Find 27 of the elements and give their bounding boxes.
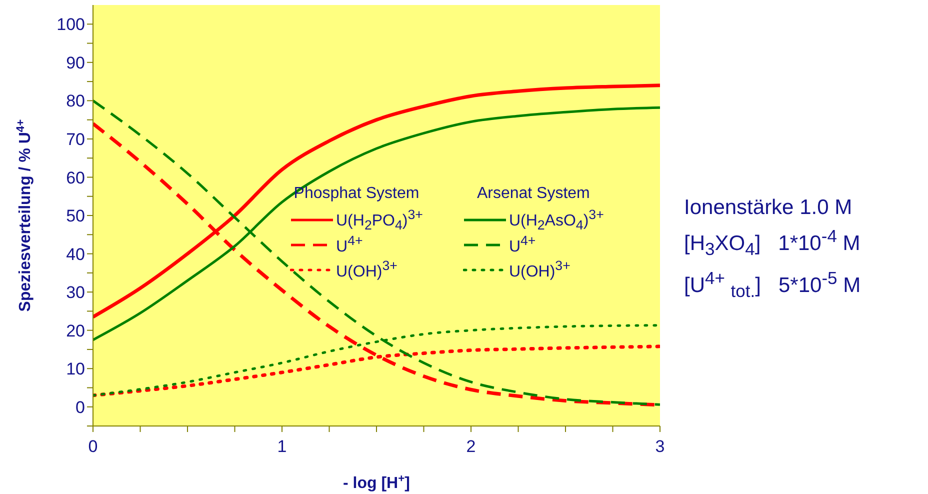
text: [U$^{4+}$ $_{tot.}$] 5*10$^{-5}$ M — [684, 267, 861, 304]
x-tick-label: 3 — [655, 437, 665, 456]
legend-label: U(H$_{2}$PO$_{4}$)$^{3+}$ — [336, 206, 423, 232]
y-tick-label: 30 — [66, 283, 85, 302]
legend-label: U$^{4+}$ — [336, 232, 363, 256]
annotation: Arsenat System — [476, 185, 591, 203]
legend-label: U(OH)$^{3+}$ — [336, 258, 398, 282]
y-tick-label: 90 — [66, 53, 85, 72]
text: Ionenstärke 1.0 M — [684, 195, 854, 221]
y-tick-label: 80 — [66, 92, 85, 111]
x-tick-label: 0 — [88, 437, 98, 456]
legend-label: U(H$_{2}$AsO$_{4}$)$^{3+}$ — [508, 206, 604, 232]
x-axis-title: - log [H$^{+}$] — [343, 473, 410, 492]
y-tick-label: 70 — [66, 130, 85, 149]
y-tick-label: 20 — [66, 321, 85, 340]
text: [H$_{3}$XO$_{4}$] 1*10$^{-4}$ M — [684, 225, 861, 262]
y-tick-label: 10 — [66, 360, 85, 379]
legend-label: U$^{4+}$ — [508, 232, 536, 256]
annotation: Phosphat System — [292, 185, 420, 203]
legend-label: U(OH)$^{3+}$ — [508, 258, 570, 282]
y-tick-label: 60 — [66, 168, 85, 188]
y-tick-label: 0 — [76, 398, 85, 417]
y-tick-label: 50 — [66, 206, 85, 226]
x-tick-label: 2 — [466, 437, 476, 456]
y-tick-label: 40 — [66, 244, 85, 264]
x-tick-label: 1 — [277, 437, 287, 456]
y-tick-label: 100 — [56, 15, 85, 34]
